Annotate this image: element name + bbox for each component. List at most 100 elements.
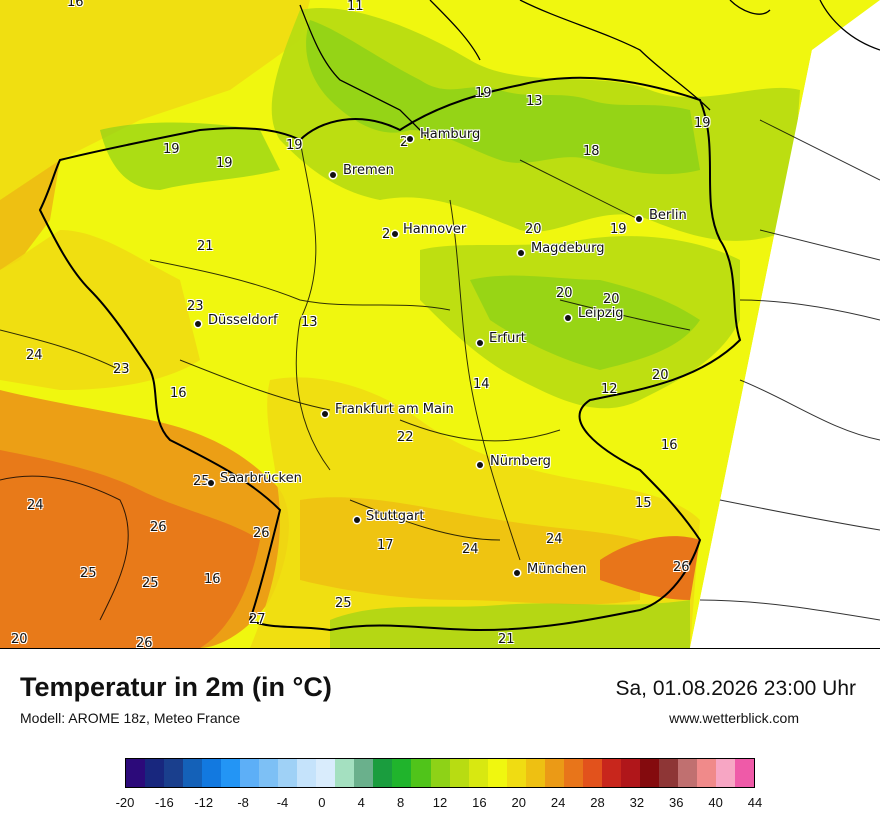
temperature-value: 20 <box>556 286 573 301</box>
temperature-value: 2 <box>382 227 391 242</box>
legend-swatch <box>639 759 659 787</box>
city-label-frankfurt: Frankfurt am Main <box>335 402 454 417</box>
temperature-value: 20 <box>525 222 542 237</box>
city-label-leipzig: Leipzig <box>578 306 624 321</box>
temperature-value: 23 <box>113 362 130 377</box>
legend-tick-label: 4 <box>357 795 365 810</box>
temperature-value: 20 <box>652 368 669 383</box>
temperature-value: 26 <box>673 560 690 575</box>
legend-tick-label: 32 <box>629 795 645 810</box>
legend-swatch <box>677 759 697 787</box>
temperature-value: 26 <box>136 636 153 649</box>
temperature-value: 25 <box>193 474 210 489</box>
legend-swatch <box>221 759 241 787</box>
forecast-datetime: Sa, 01.08.2026 23:00 Uhr <box>615 677 856 700</box>
temperature-value: 11 <box>347 0 364 14</box>
temperature-value: 26 <box>150 520 167 535</box>
city-marker <box>354 517 360 523</box>
temperature-value: 16 <box>170 386 187 401</box>
legend-swatch <box>183 759 203 787</box>
legend-swatch <box>145 759 165 787</box>
temperature-value: 19 <box>216 156 233 171</box>
city-label-muenchen: München <box>527 562 587 577</box>
temperature-value: 13 <box>301 315 318 330</box>
city-marker <box>514 570 520 576</box>
city-label-bremen: Bremen <box>343 163 394 178</box>
legend-swatch <box>202 759 222 787</box>
legend-swatch <box>259 759 279 787</box>
legend-swatch <box>468 759 488 787</box>
temperature-value: 2 <box>400 135 409 150</box>
legend-swatch <box>335 759 355 787</box>
legend-swatch <box>735 759 755 787</box>
city-marker <box>208 480 214 486</box>
legend-swatch <box>392 759 412 787</box>
city-label-stuttgart: Stuttgart <box>366 509 425 524</box>
temperature-value: 18 <box>583 144 600 159</box>
city-label-berlin: Berlin <box>649 208 687 223</box>
city-marker <box>195 321 201 327</box>
legend-swatch <box>620 759 640 787</box>
legend-tick-label: 40 <box>708 795 723 810</box>
temperature-value: 27 <box>249 612 266 627</box>
legend-tick-label: -20 <box>115 795 135 810</box>
city-label-duesseldorf: Düsseldorf <box>208 313 278 328</box>
temperature-value: 19 <box>694 116 711 131</box>
legend-swatch <box>658 759 678 787</box>
city-label-hamburg: Hamburg <box>420 127 481 142</box>
legend-swatch <box>506 759 526 787</box>
legend-swatch <box>278 759 298 787</box>
temperature-map: 16 11 19 13 19 19 19 18 19 21 20 20 23 1… <box>0 0 880 649</box>
city-marker <box>392 231 398 237</box>
legend-swatch <box>373 759 393 787</box>
temperature-value: 23 <box>187 299 204 314</box>
temperature-value: 19 <box>475 86 492 101</box>
temperature-value: 20 <box>11 632 28 647</box>
temperature-value: 21 <box>197 239 214 254</box>
temperature-value: 16 <box>204 572 221 587</box>
city-label-magdeburg: Magdeburg <box>531 241 605 256</box>
temperature-value: 19 <box>610 222 627 237</box>
legend-tick-label: 28 <box>590 795 605 810</box>
city-label-saarbruecken: Saarbrücken <box>220 471 302 486</box>
legend-swatch <box>525 759 545 787</box>
temperature-value: 14 <box>473 377 490 392</box>
legend-tick-label: -4 <box>276 795 289 810</box>
legend-swatch <box>126 759 146 787</box>
legend-swatch <box>316 759 336 787</box>
city-marker <box>636 216 642 222</box>
legend-swatch <box>715 759 735 787</box>
legend-tick-label: 36 <box>669 795 684 810</box>
legend-swatch <box>240 759 260 787</box>
temperature-value: 24 <box>26 348 43 363</box>
city-marker <box>330 172 336 178</box>
map-title: Temperatur in 2m (in °C) <box>20 672 332 702</box>
city-marker <box>477 462 483 468</box>
legend-swatch <box>544 759 564 787</box>
legend-swatch <box>582 759 602 787</box>
city-label-nuernberg: Nürnberg <box>490 454 551 469</box>
legend-tick-label: 44 <box>747 795 763 810</box>
legend-tick-label: 12 <box>432 795 448 810</box>
temperature-value: 19 <box>286 138 303 153</box>
legend-swatch <box>563 759 583 787</box>
legend-swatch <box>411 759 431 787</box>
city-marker <box>518 250 524 256</box>
temperature-value: 19 <box>163 142 180 157</box>
legend-swatch <box>430 759 450 787</box>
temperature-value: 24 <box>27 498 44 513</box>
temperature-value: 24 <box>546 532 563 547</box>
legend-swatch <box>297 759 317 787</box>
temperature-value: 17 <box>377 538 394 553</box>
city-marker <box>477 340 483 346</box>
city-label-erfurt: Erfurt <box>489 331 526 346</box>
website-link[interactable]: www.wetterblick.com <box>669 710 799 726</box>
model-info: Modell: AROME 18z, Meteo France <box>20 710 241 726</box>
temperature-value: 22 <box>397 430 414 445</box>
legend-tick-label: -8 <box>237 795 249 810</box>
temperature-value: 20 <box>603 292 620 307</box>
temperature-value: 16 <box>661 438 678 453</box>
color-legend <box>125 758 755 788</box>
temperature-value: 13 <box>526 94 543 109</box>
legend-tick-label: 0 <box>318 795 326 810</box>
